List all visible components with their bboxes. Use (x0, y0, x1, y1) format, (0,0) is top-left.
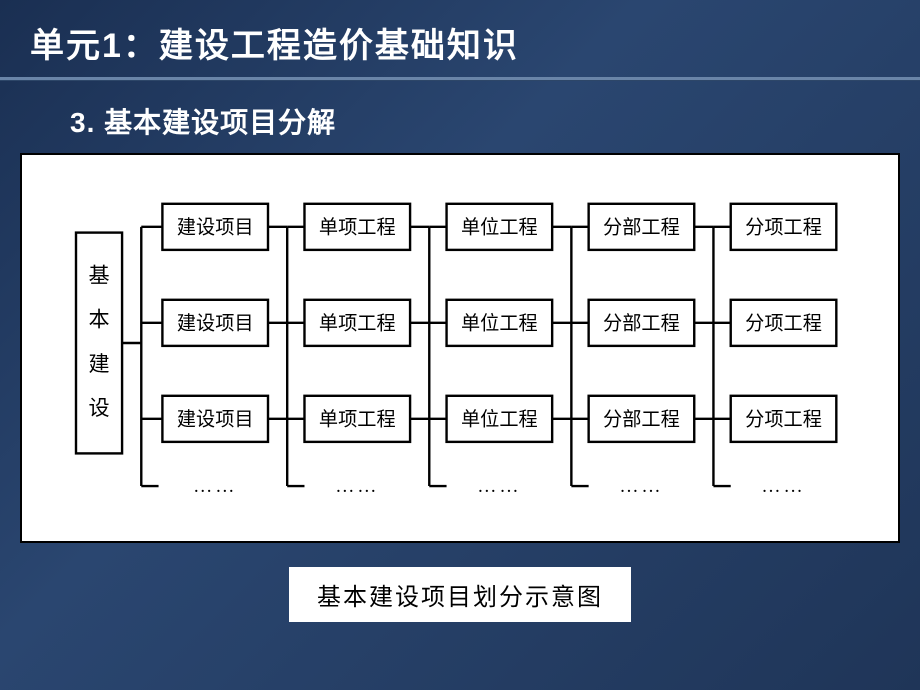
root-node-char: 本 (88, 308, 109, 332)
ellipsis: …… (477, 476, 521, 497)
node-label: 单项工程 (319, 409, 396, 431)
ellipsis: …… (619, 476, 663, 497)
root-node-char: 建 (88, 352, 109, 376)
ellipsis: …… (761, 476, 805, 497)
node-label: 建设项目 (177, 409, 254, 431)
diagram-container: 基本建设建设项目建设项目建设项目……单项工程单项工程单项工程……单位工程单位工程… (20, 153, 900, 543)
node-label: 分部工程 (603, 313, 680, 335)
node-label: 单位工程 (461, 313, 538, 335)
node-label: 建设项目 (177, 313, 254, 335)
node-label: 单位工程 (461, 217, 538, 239)
ellipsis: …… (193, 476, 237, 497)
hierarchy-diagram: 基本建设建设项目建设项目建设项目……单项工程单项工程单项工程……单位工程单位工程… (32, 175, 888, 511)
node-label: 分部工程 (603, 409, 680, 431)
node-label: 单位工程 (461, 409, 538, 431)
node-label: 单项工程 (319, 217, 396, 239)
node-label: 分项工程 (745, 217, 822, 239)
slide-subtitle: 3. 基本建设项目分解 (0, 81, 920, 153)
root-node-char: 基 (88, 264, 109, 288)
node-label: 分项工程 (745, 313, 822, 335)
ellipsis: …… (335, 476, 379, 497)
node-label: 建设项目 (177, 217, 254, 239)
diagram-caption: 基本建设项目划分示意图 (289, 567, 631, 622)
slide-title: 单元1：建设工程造价基础知识 (0, 0, 920, 77)
node-label: 单项工程 (319, 313, 396, 335)
node-label: 分部工程 (603, 217, 680, 239)
node-label: 分项工程 (745, 409, 822, 431)
root-node-char: 设 (88, 397, 109, 420)
